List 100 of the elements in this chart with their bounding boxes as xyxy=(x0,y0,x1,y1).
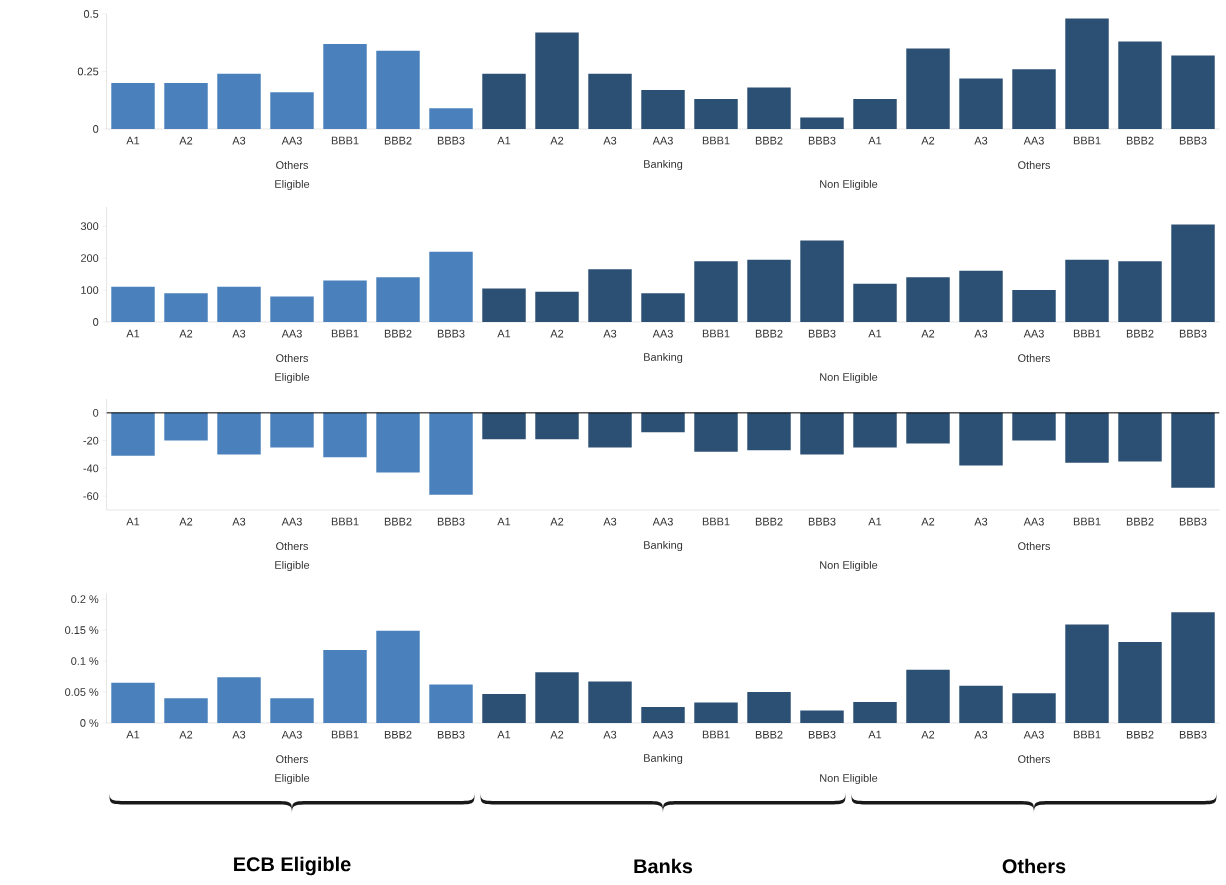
x-tick-label: BBB3 xyxy=(437,517,465,526)
x-tick-label: A1 xyxy=(868,329,882,338)
y-tick-label: 0 xyxy=(93,125,99,133)
x-tick-label: A2 xyxy=(550,136,564,145)
x-tick-label: BBB1 xyxy=(702,517,730,526)
x-tick-label: BBB1 xyxy=(1073,517,1101,526)
x-tick-label: AA3 xyxy=(1023,517,1044,526)
bar xyxy=(747,259,791,322)
x-tick-label: BBB2 xyxy=(1126,329,1154,338)
x-tick-label: BBB1 xyxy=(702,136,730,145)
text: Non Eligible xyxy=(820,773,878,785)
bar xyxy=(482,288,526,322)
x-tick-label: BBB3 xyxy=(1179,730,1207,739)
bar xyxy=(800,117,844,129)
text: Banking xyxy=(644,753,683,765)
bar xyxy=(111,82,155,129)
text: Banking xyxy=(644,352,683,364)
x-tick-label: AA3 xyxy=(281,329,302,338)
x-tick-label: BBB3 xyxy=(808,517,836,526)
text: Others xyxy=(1018,353,1051,363)
text: Others xyxy=(276,541,309,551)
bar xyxy=(270,92,314,129)
x-tick-label: A3 xyxy=(603,730,617,739)
x-tick-label: A2 xyxy=(921,730,935,739)
y-tick-label: -20 xyxy=(83,436,99,445)
bar xyxy=(906,669,950,723)
text: Others xyxy=(276,160,309,170)
bar xyxy=(270,296,314,322)
bar xyxy=(1118,261,1162,322)
bar xyxy=(588,681,632,723)
x-tick-label: BBB1 xyxy=(331,517,359,526)
x-tick-label: AA3 xyxy=(1023,730,1044,739)
text: Others xyxy=(1018,160,1051,170)
x-tick-label: A2 xyxy=(179,329,193,338)
x-tick-label: AA3 xyxy=(1023,136,1044,145)
x-tick-label: A3 xyxy=(974,136,988,145)
bar xyxy=(641,706,685,723)
bar xyxy=(1065,18,1109,129)
bar xyxy=(429,251,473,322)
bar xyxy=(853,99,897,129)
text: Banking xyxy=(644,540,683,552)
text: Others xyxy=(276,353,309,363)
x-tick-label: A2 xyxy=(550,730,564,739)
y-tick-label: -60 xyxy=(83,492,99,500)
bar xyxy=(164,82,208,129)
bar xyxy=(376,50,420,129)
text: Eligible xyxy=(275,560,310,572)
y-tick-label: 0.25 xyxy=(77,67,99,76)
text: ECB Eligible xyxy=(234,856,351,876)
x-tick-label: AA3 xyxy=(281,730,302,739)
bar xyxy=(1012,290,1056,322)
bar xyxy=(535,672,579,723)
x-tick-label: A1 xyxy=(497,517,511,526)
x-tick-label: A2 xyxy=(179,136,193,145)
x-tick-label: A3 xyxy=(974,517,988,526)
x-tick-label: AA3 xyxy=(1023,329,1044,338)
x-tick-label: BBB2 xyxy=(1126,730,1154,739)
bar xyxy=(853,283,897,322)
bar xyxy=(588,269,632,322)
text: Eligible xyxy=(275,179,310,191)
x-tick-label: A3 xyxy=(232,136,246,145)
x-tick-label: BBB3 xyxy=(808,329,836,338)
text: Others xyxy=(1018,541,1051,551)
bar xyxy=(323,649,367,723)
x-tick-label: A1 xyxy=(497,329,511,338)
bar xyxy=(959,270,1003,322)
y-tick-label: 0 xyxy=(93,318,99,326)
bar xyxy=(694,99,738,129)
x-tick-label: BBB3 xyxy=(808,730,836,739)
bar xyxy=(694,702,738,723)
bar xyxy=(1171,55,1215,129)
bar xyxy=(217,286,261,322)
text: Non Eligible xyxy=(820,560,878,572)
x-tick-label: A1 xyxy=(868,730,882,739)
x-tick-label: BBB2 xyxy=(384,136,412,145)
bar xyxy=(323,43,367,129)
text: Others xyxy=(276,754,309,764)
bar xyxy=(1171,224,1215,322)
y-tick-label: 0.15 % xyxy=(65,626,99,635)
bar xyxy=(959,685,1003,723)
x-tick-label: BBB2 xyxy=(755,136,783,145)
x-tick-label: A2 xyxy=(921,136,935,145)
bar xyxy=(164,293,208,322)
bar xyxy=(111,286,155,322)
x-tick-label: BBB3 xyxy=(437,136,465,145)
x-tick-label: A2 xyxy=(921,517,935,526)
bar xyxy=(694,261,738,322)
x-tick-label: AA3 xyxy=(652,517,673,526)
text: Others xyxy=(1002,858,1066,874)
y-tick-label: 0.2 % xyxy=(71,595,99,604)
bar xyxy=(535,291,579,322)
x-tick-label: BBB2 xyxy=(1126,136,1154,145)
bar xyxy=(588,73,632,129)
bar xyxy=(641,89,685,129)
bar xyxy=(376,630,420,723)
text: Eligible xyxy=(275,773,310,785)
y-tick-label: 0.5 xyxy=(83,10,99,18)
x-tick-label: AA3 xyxy=(281,136,302,145)
bar xyxy=(1118,41,1162,129)
bar xyxy=(376,277,420,322)
